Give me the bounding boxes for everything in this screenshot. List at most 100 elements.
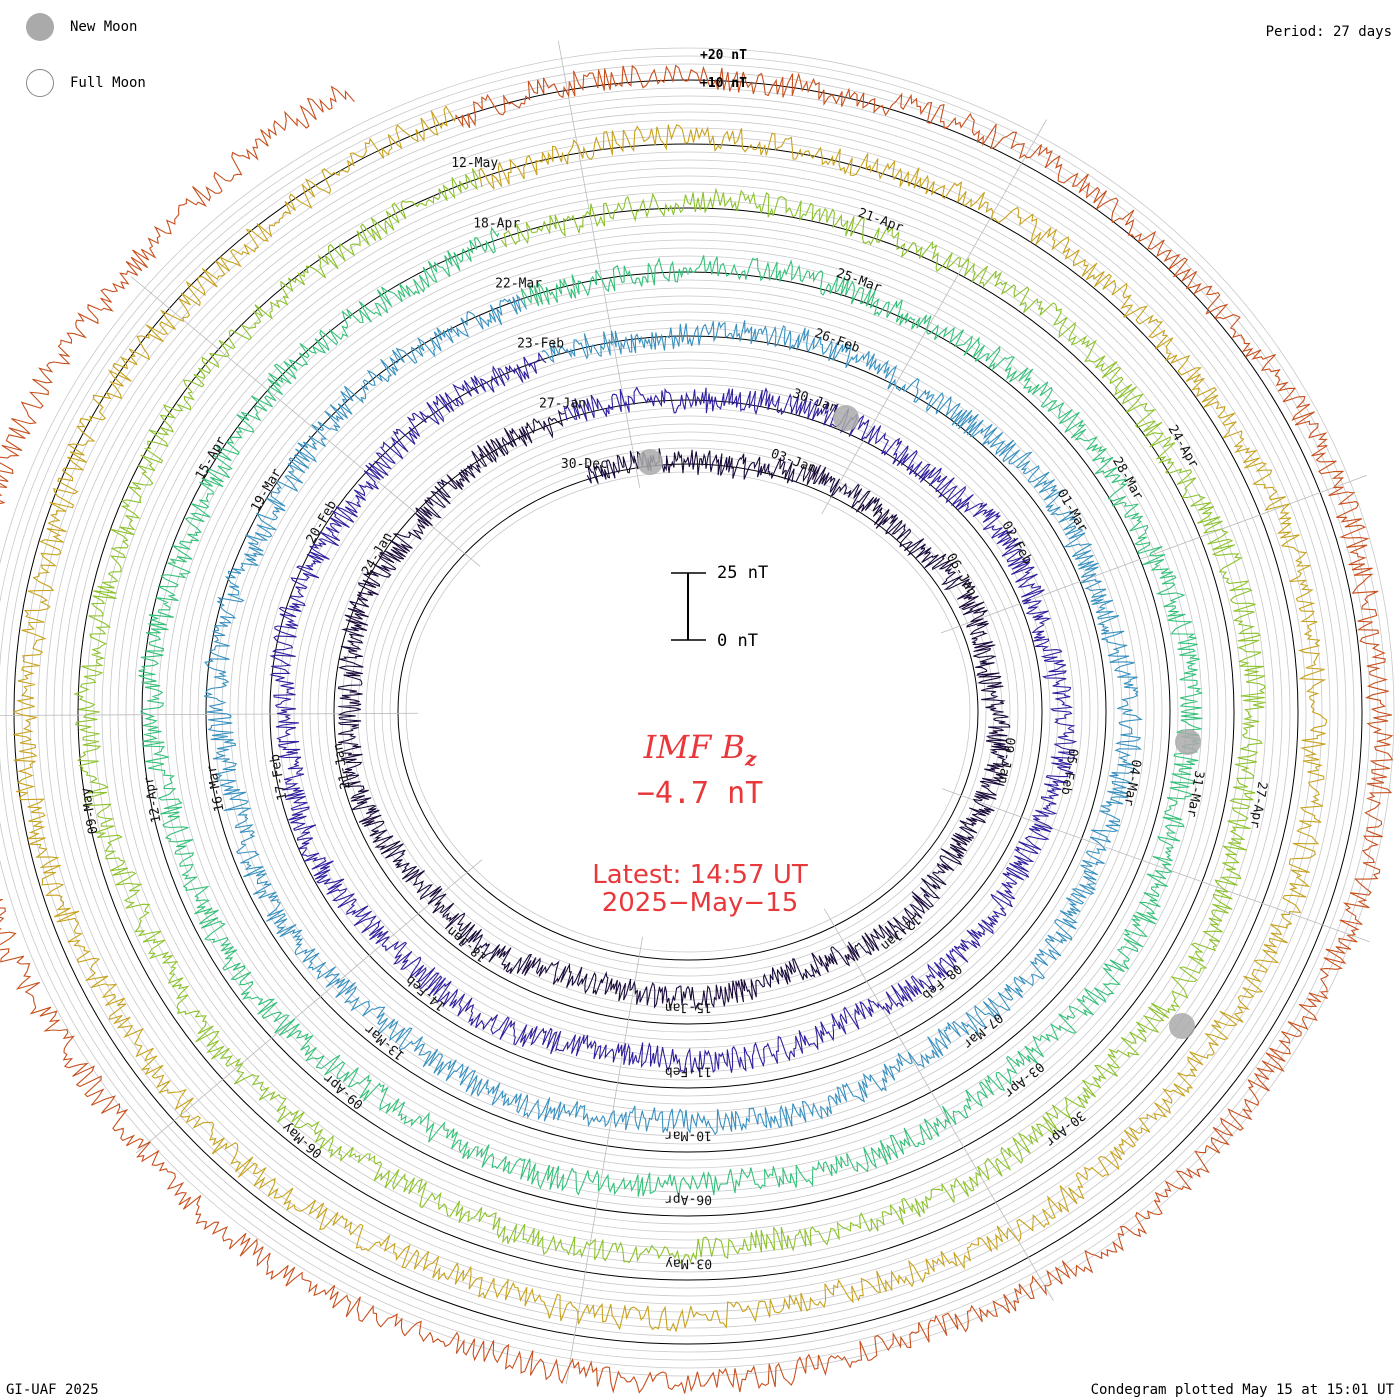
moon-markers <box>637 405 1201 1039</box>
grid-ring <box>125 191 1251 1233</box>
rotation-start-label: 18-Apr <box>473 216 520 231</box>
day-spoke <box>942 788 1370 943</box>
rotation-start-label: 12-May <box>451 156 498 171</box>
grid-ring <box>389 455 987 969</box>
tick-label: 11-Feb <box>665 1064 712 1079</box>
tick-label: 01-Mar <box>1054 487 1091 535</box>
day-spoke <box>821 119 1047 515</box>
zero-ring <box>397 463 979 961</box>
grid-ring <box>93 159 1283 1265</box>
parameter-subscript: z <box>744 746 757 771</box>
grid-ring <box>197 263 1179 1161</box>
grid-ring <box>261 327 1115 1097</box>
scale-mid-label: +10 nT <box>700 76 747 91</box>
day-spoke <box>135 859 483 1154</box>
grid-ring <box>245 311 1131 1113</box>
parameter-name: IMF B <box>643 728 745 766</box>
grid-ring <box>349 415 1027 1009</box>
tick-label: 15-Jan <box>665 1000 712 1015</box>
tick-label: 10-Mar <box>665 1128 712 1143</box>
grid-ring <box>5 71 1371 1353</box>
series-trace <box>73 168 1266 1264</box>
grid-ring <box>109 175 1267 1249</box>
grid-ring <box>117 183 1259 1241</box>
legend-new-moon: New Moon <box>26 13 137 41</box>
new-moon-marker <box>637 449 663 475</box>
grid-ring <box>301 367 1075 1057</box>
series-trace <box>0 64 1394 1394</box>
zero-ring <box>333 399 1043 1025</box>
grid-ring <box>69 135 1307 1289</box>
grid-ring <box>165 231 1211 1193</box>
rotation-start-label: 23-Feb <box>517 337 564 352</box>
tick-label: 03-May <box>665 1256 712 1271</box>
period-label: Period: 27 days <box>1265 24 1392 40</box>
grid-ring <box>317 383 1059 1041</box>
day-spoke <box>557 40 641 488</box>
grid-ring <box>405 471 971 953</box>
grid-ring <box>213 279 1163 1145</box>
tick-label: 06-Jan <box>943 551 980 599</box>
grid-ring <box>293 359 1083 1065</box>
grid-ring <box>21 87 1355 1337</box>
full-moon-label: Full Moon <box>70 75 146 91</box>
grid-ring <box>221 287 1155 1137</box>
grid-ring <box>365 431 1011 993</box>
grid-ring <box>45 111 1331 1313</box>
parameter-title: IMF Bz <box>0 728 1400 770</box>
zero-ring <box>13 79 1363 1345</box>
grid-ring <box>85 151 1291 1273</box>
tick-label: 02-Feb <box>998 519 1035 567</box>
new-moon-marker <box>833 405 859 431</box>
grid-ring <box>381 447 995 977</box>
day-spoke <box>941 474 1368 634</box>
grid-ring <box>149 215 1227 1209</box>
zero-ring <box>269 335 1107 1089</box>
grid-rings <box>0 47 1395 1377</box>
series-trace <box>11 105 1328 1333</box>
series-trace <box>337 409 1011 1012</box>
grid-ring <box>189 255 1187 1169</box>
series-traces <box>0 64 1394 1394</box>
zero-ring <box>205 271 1171 1153</box>
new-moon-icon <box>26 13 54 41</box>
full-moon-icon <box>26 69 54 97</box>
rotation-start-label: 27-Jan <box>539 397 586 412</box>
plot-timestamp: Condegram plotted May 15 at 15:01 UT <box>1090 1382 1394 1398</box>
grid-ring <box>181 247 1195 1177</box>
day-spoke <box>565 936 643 1385</box>
grid-ring <box>237 303 1139 1121</box>
grid-ring <box>157 223 1219 1201</box>
day-spoke <box>823 908 1054 1301</box>
credit-label: GI-UAF 2025 <box>6 1382 99 1398</box>
grid-ring <box>357 423 1019 1001</box>
rotation-start-label: 30-Dec <box>561 457 608 472</box>
new-moon-label: New Moon <box>70 19 138 35</box>
grid-ring <box>341 407 1035 1017</box>
new-moon-marker <box>1175 729 1201 755</box>
scale-bar-top-label: 25 nT <box>717 563 769 583</box>
grid-ring <box>29 95 1347 1329</box>
latest-time: Latest: 14:57 UT <box>592 860 808 890</box>
grid-ring <box>53 119 1323 1305</box>
grid-ring <box>325 391 1051 1033</box>
grid-ring <box>309 375 1067 1049</box>
legend-full-moon: Full Moon <box>26 69 146 97</box>
series-trace <box>138 226 1204 1198</box>
latest-date: 2025−May−15 <box>601 888 799 918</box>
zero-ring <box>77 143 1299 1281</box>
new-moon-marker <box>1169 1013 1195 1039</box>
grid-ring <box>253 319 1123 1105</box>
scale-bar-bottom-label: 0 nT <box>717 631 758 651</box>
current-value: −4.7 nT <box>636 776 764 811</box>
series-trace <box>203 293 1143 1136</box>
scale-bar <box>671 572 706 641</box>
grid-ring <box>0 55 1387 1369</box>
grid-ring <box>133 199 1243 1225</box>
series-trace <box>269 352 1078 1074</box>
grid-ring <box>173 239 1203 1185</box>
tick-label: 28-Mar <box>1109 455 1146 503</box>
scale-top-label: +20 nT <box>700 48 747 63</box>
tick-label: 26-Feb <box>812 326 861 356</box>
